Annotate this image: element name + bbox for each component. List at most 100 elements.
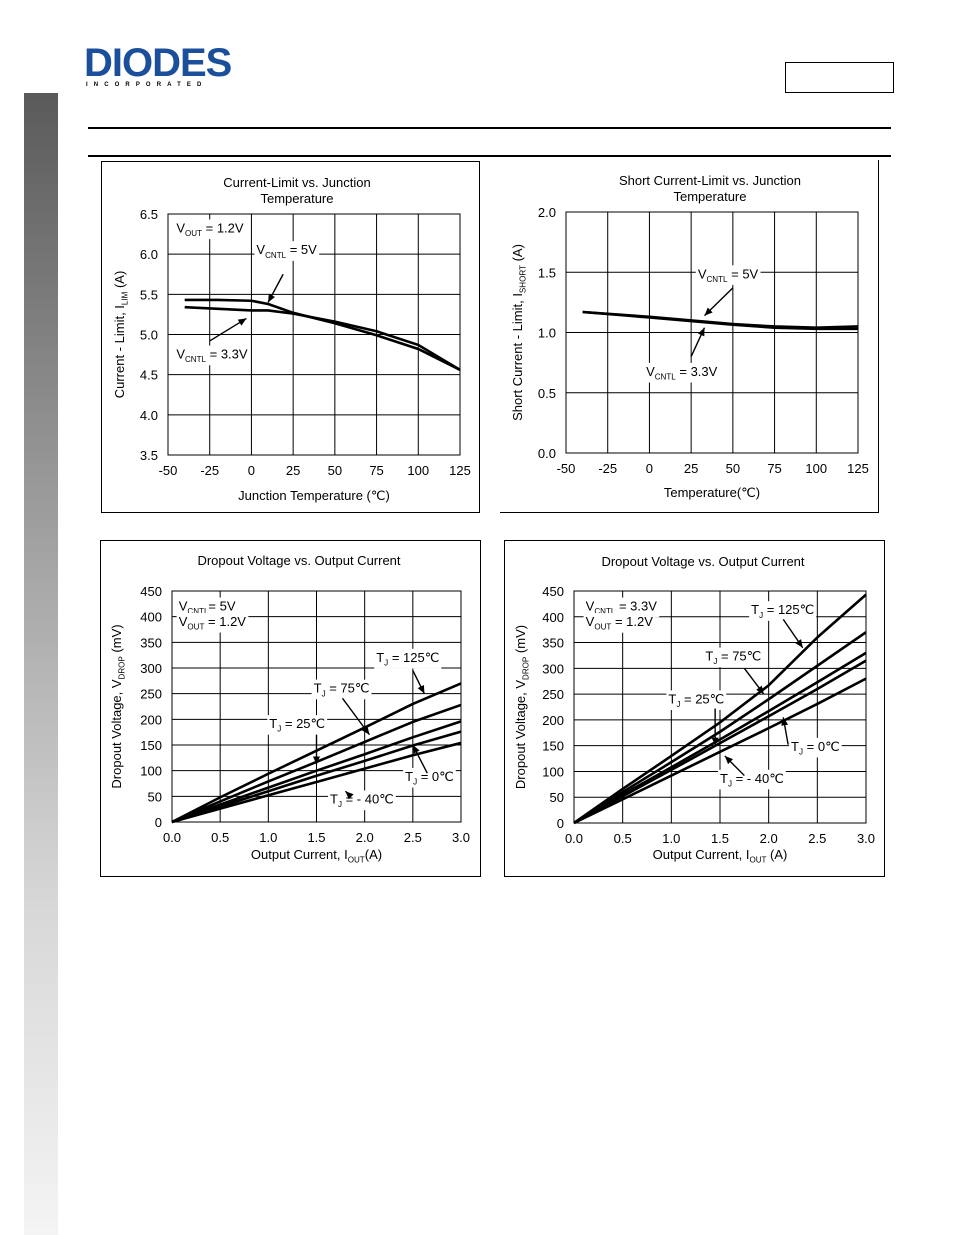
annotation-label: TJ = 0℃ <box>405 769 454 787</box>
y-tick-label: 150 <box>542 739 564 754</box>
annotation-label: TJ = 75℃ <box>314 681 370 699</box>
x-tick-label: 0.0 <box>163 830 181 845</box>
y-tick-label: 0 <box>557 816 564 831</box>
header-rule-bottom <box>88 155 891 157</box>
diodes-logo: DIODES INCORPORATED <box>84 41 233 88</box>
plot-frame <box>171 590 462 823</box>
x-tick-label: 25 <box>684 461 698 476</box>
annotation-arrow-head <box>781 717 789 726</box>
x-tick-label: 0.5 <box>614 831 632 846</box>
annotation-bg <box>174 345 250 366</box>
annotation-label: VOUT = 1.2V <box>176 220 244 238</box>
series-line <box>171 741 462 824</box>
series-line <box>573 659 867 825</box>
annotation-arrow-head <box>412 745 420 754</box>
annotation-label: VCNTL = 3.3V <box>176 347 248 365</box>
y-tick-label: 0.5 <box>538 386 556 401</box>
y-tick-label: 300 <box>542 661 564 676</box>
chart-title: Temperature <box>674 189 747 204</box>
annotation-bg <box>403 767 456 788</box>
x-axis-label: Output Current, IOUT (A) <box>653 847 788 865</box>
plot-frame <box>565 211 859 454</box>
annotation-bg <box>583 613 656 633</box>
x-tick-label: -25 <box>598 461 617 476</box>
y-tick-label: 250 <box>140 687 162 702</box>
y-tick-label: 400 <box>542 610 564 625</box>
y-axis-label: Dropout Voltage, VDROP (mV) <box>513 625 531 789</box>
y-tick-label: 250 <box>542 687 564 702</box>
annotation-arrow-head <box>313 756 320 765</box>
x-tick-label: 100 <box>407 463 429 478</box>
annotation-arrow-head <box>237 318 247 326</box>
annotation-label: TJ = 125℃ <box>751 602 814 620</box>
annotation-arrow-head <box>697 327 705 337</box>
y-tick-label: 100 <box>542 764 564 779</box>
logo-subtext: INCORPORATED <box>86 82 207 88</box>
part-number-box <box>785 62 894 93</box>
annotation-label: VCNTL= 5V <box>179 599 236 617</box>
x-tick-label: 75 <box>767 461 781 476</box>
y-tick-label: 200 <box>140 712 162 727</box>
x-axis-label: Junction Temperature (℃) <box>238 488 390 503</box>
annotation-bg <box>311 679 372 700</box>
series-line <box>184 305 461 371</box>
x-tick-label: 75 <box>369 463 383 478</box>
annotation-arrow-head <box>711 737 719 746</box>
annotation-label: VCNTL = 5V <box>698 266 759 284</box>
y-axis-label: Short Current - Limit, ISHORT (A) <box>510 244 528 421</box>
y-axis-label: Current - Limit, ILIM (A) <box>112 271 130 399</box>
y-tick-label: 350 <box>140 635 162 650</box>
annotation-bg <box>176 612 249 633</box>
logo-wordmark: DIODES <box>84 41 232 85</box>
x-tick-label: 3.0 <box>452 830 470 845</box>
chart-title: Short Current-Limit vs. Junction <box>619 173 801 188</box>
annotation-bg <box>374 648 442 669</box>
annotation-label: TJ = - 40℃ <box>720 771 784 789</box>
x-tick-label: 125 <box>449 463 471 478</box>
y-tick-label: 200 <box>542 713 564 728</box>
x-tick-label: 2.5 <box>808 831 826 846</box>
chart-short-current-limit-vs-temperature: Short Current-Limit vs. Junction Temperat… <box>500 160 879 513</box>
annotation-arrow-head <box>724 755 733 765</box>
y-tick-label: 3.5 <box>140 448 158 463</box>
y-tick-label: 50 <box>550 790 564 805</box>
annotation-label: TJ = 125℃ <box>376 650 439 668</box>
x-tick-label: 2.0 <box>356 830 374 845</box>
annotation-label: TJ = 0℃ <box>791 739 840 757</box>
annotation-label: VOUT = 1.2V <box>586 614 654 632</box>
x-axis-label: Output Current, IOUT(A) <box>251 847 382 865</box>
x-tick-label: 50 <box>726 461 740 476</box>
chart-svg: Dropout Voltage vs. Output Current 0.0 0.5… <box>513 554 875 865</box>
y-tick-label: 4.0 <box>140 408 158 423</box>
plot-frame <box>573 590 867 824</box>
x-tick-label: 25 <box>286 463 300 478</box>
plot-frame <box>167 213 461 456</box>
y-tick-label: 150 <box>140 738 162 753</box>
annotation-label: VCNTL = 3.3V <box>586 599 658 617</box>
annotation-bg <box>267 715 328 735</box>
annotation-bg <box>174 219 246 240</box>
series-line <box>171 720 462 824</box>
annotation-bg <box>644 362 720 383</box>
annotation-label: TJ = - 40℃ <box>330 792 394 810</box>
y-tick-label: 300 <box>140 661 162 676</box>
y-tick-label: 0.0 <box>538 446 556 461</box>
x-tick-label: 1.5 <box>711 831 729 846</box>
y-tick-label: 5.0 <box>140 328 158 343</box>
header-rule-top <box>88 127 891 129</box>
x-tick-label: 0.5 <box>211 830 229 845</box>
y-axis-label: Dropout Voltage, VDROP (mV) <box>109 624 127 788</box>
annotation-label: TJ = 25℃ <box>269 716 325 734</box>
x-tick-label: 2.0 <box>760 831 778 846</box>
x-axis-label: Temperature(℃) <box>664 485 760 500</box>
annotation-bg <box>327 790 396 811</box>
x-tick-label: 1.0 <box>662 831 680 846</box>
chart-dropout-voltage-vcntl-3v3: Dropout Voltage vs. Output Current 0.0 0.5… <box>504 540 885 877</box>
page-side-bar <box>24 93 58 1235</box>
y-tick-label: 0 <box>155 815 162 830</box>
x-tick-label: 0.0 <box>565 831 583 846</box>
annotation-bg <box>789 737 842 758</box>
chart-current-limit-vs-temperature: Current-Limit vs. Junction Temperature -50… <box>101 161 480 513</box>
annotation-bg <box>718 769 786 790</box>
